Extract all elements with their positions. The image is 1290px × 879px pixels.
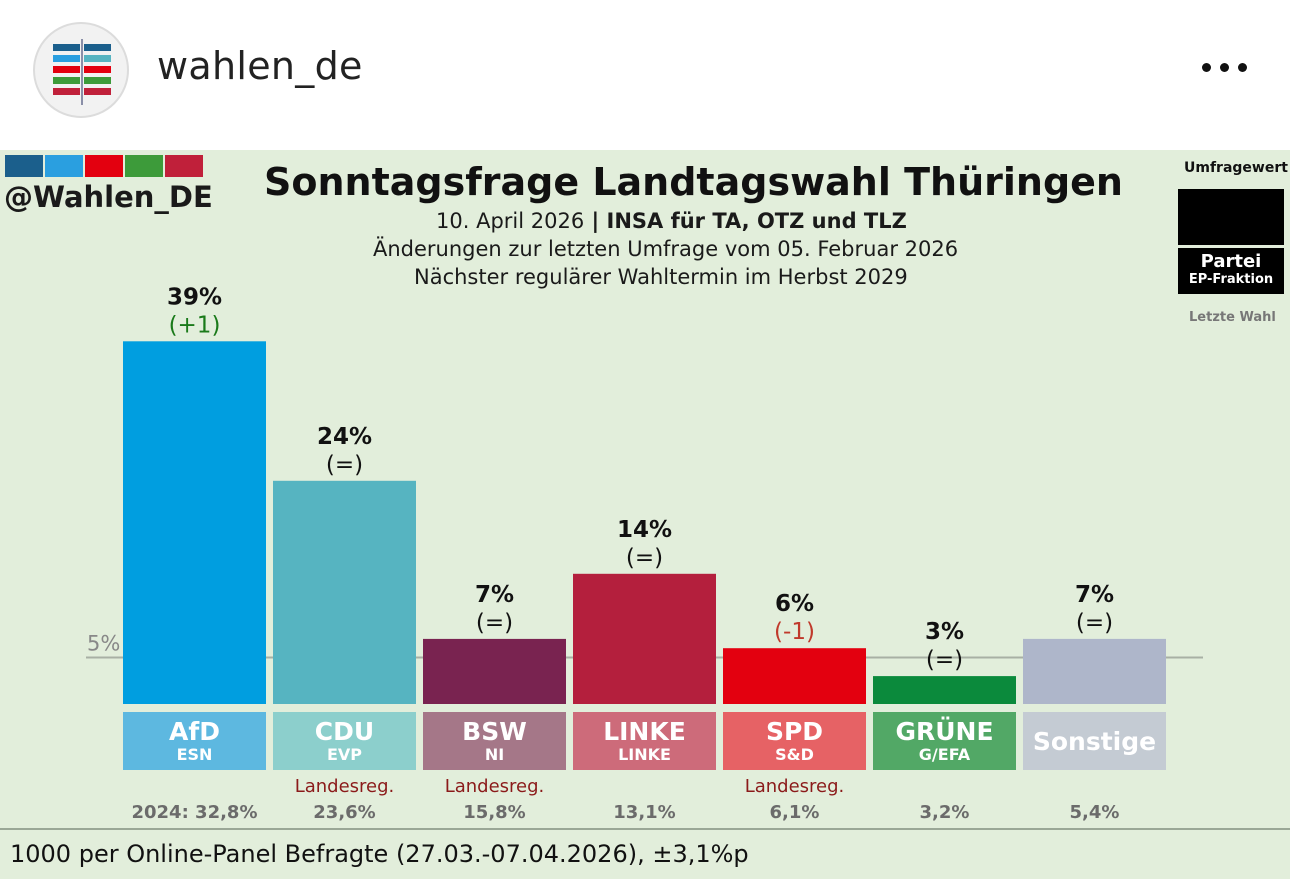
brand-handle: @Wahlen_DE: [4, 180, 213, 214]
legend-swatch: [1178, 189, 1284, 245]
party-fraction: LINKE: [618, 745, 671, 764]
party-label-box: [273, 712, 416, 770]
change-label: (=): [926, 647, 963, 673]
change-label: (=): [1076, 610, 1113, 636]
brand-color-stripes: [5, 155, 205, 181]
value-label: 24%: [317, 424, 372, 450]
chart-subtitle-next-election: Nächster regulärer Wahltermin im Herbst …: [414, 265, 908, 289]
government-label: Landesreg.: [745, 776, 845, 797]
brand-stripe: [85, 155, 123, 177]
legend-title: Umfragewert: [1184, 160, 1288, 176]
bar-sonstige: [1023, 638, 1166, 704]
last-election-label: 2024: 32,8%: [131, 802, 257, 823]
government-label: Landesreg.: [445, 776, 545, 797]
party-name: SPD: [766, 717, 823, 746]
chart-subtitle-date-source: 10. April 2026 | INSA für TA, OTZ und TL…: [436, 209, 907, 233]
legend-party-box: Partei EP-Fraktion: [1178, 248, 1284, 294]
value-label: 14%: [617, 517, 672, 543]
threshold-label: 5%: [87, 632, 120, 656]
change-label: (=): [326, 452, 363, 478]
change-label: (=): [476, 610, 513, 636]
legend-fraction-label: EP-Fraktion: [1188, 272, 1274, 287]
value-label: 6%: [775, 591, 814, 617]
last-election-label: 3,2%: [920, 802, 970, 823]
party-fraction: G/EFA: [919, 745, 971, 764]
value-label: 7%: [475, 582, 514, 608]
bar-cdu: [273, 480, 416, 704]
change-label: (+1): [169, 312, 221, 338]
subtitle-date: 10. April 2026: [436, 209, 585, 233]
party-name: GRÜNE: [895, 716, 993, 746]
last-election-label: 15,8%: [463, 802, 525, 823]
party-fraction: ESN: [177, 745, 213, 764]
government-label: Landesreg.: [295, 776, 395, 797]
last-election-label: 5,4%: [1070, 802, 1120, 823]
post-image: @Wahlen_DE Sonntagsfrage Landtagswahl Th…: [0, 150, 1290, 879]
subtitle-separator: |: [584, 209, 607, 233]
subtitle-source: INSA für TA, OTZ und TLZ: [606, 209, 907, 233]
party-fraction: NI: [485, 745, 504, 764]
party-name: BSW: [462, 717, 527, 746]
party-label-box: [723, 712, 866, 770]
brand-stripe: [165, 155, 203, 177]
party-name: AfD: [169, 717, 220, 746]
wahlen-logo-icon: [53, 39, 111, 105]
party-name: LINKE: [603, 717, 686, 746]
last-election-label: 23,6%: [313, 802, 375, 823]
value-label: 7%: [1075, 582, 1114, 608]
brand-stripe: [125, 155, 163, 177]
value-label: 3%: [925, 619, 964, 645]
avatar[interactable]: [33, 22, 129, 118]
bar-grüne: [873, 676, 1016, 704]
party-label-box: [123, 712, 266, 770]
party-name: Sonstige: [1033, 727, 1156, 756]
legend-last-election-label: Letzte Wahl: [1189, 310, 1276, 325]
party-label-box: [1023, 712, 1166, 770]
change-label: (=): [626, 545, 663, 571]
party-name: CDU: [315, 717, 374, 746]
bar-bsw: [423, 638, 566, 704]
last-election-label: 6,1%: [770, 802, 820, 823]
legend-party-label: Partei: [1200, 251, 1262, 272]
party-label-box: [873, 712, 1016, 770]
value-label: 39%: [167, 284, 222, 310]
bar-spd: [723, 648, 866, 704]
footer-divider: [0, 828, 1290, 830]
party-fraction: S&D: [775, 745, 814, 764]
post-header: wahlen_de: [0, 0, 1290, 140]
brand-stripe: [45, 155, 83, 177]
brand-stripe: [5, 155, 43, 177]
party-fraction: EVP: [327, 745, 362, 764]
change-label: (-1): [774, 619, 815, 645]
chart-subtitle-changes: Änderungen zur letzten Umfrage vom 05. F…: [373, 237, 959, 261]
last-election-label: 13,1%: [613, 802, 675, 823]
chart-title: Sonntagsfrage Landtagswahl Thüringen: [264, 160, 1123, 204]
username[interactable]: wahlen_de: [157, 44, 363, 88]
bar-linke: [573, 573, 716, 704]
bar-afd: [123, 341, 266, 704]
more-options-icon[interactable]: [1190, 48, 1260, 88]
party-label-box: [573, 712, 716, 770]
footnote: 1000 per Online-Panel Befragte (27.03.-0…: [10, 840, 749, 868]
party-label-box: [423, 712, 566, 770]
